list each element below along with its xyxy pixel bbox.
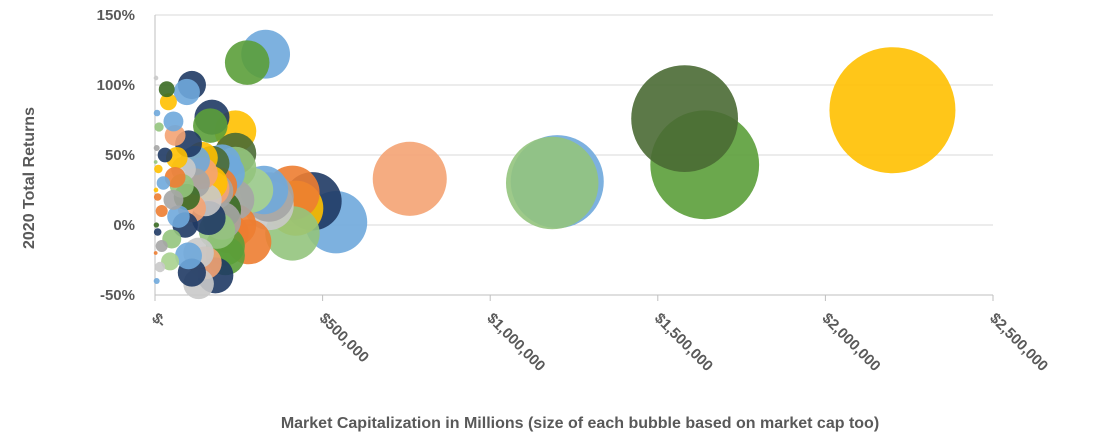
bubble [153,160,158,164]
bubble [156,176,171,190]
bubble [175,242,202,270]
bubble [153,187,159,193]
x-tick-label: $- [148,310,169,331]
bubble [193,108,228,143]
y-tick-label: -50% [100,287,135,304]
y-axis-tick-labels: -50% 0% 50% 100% 150% [97,7,135,304]
x-tick-label: $500,000 [316,310,372,366]
bubble [155,204,168,218]
bubble [631,65,739,172]
x-tick-label: $2,000,000 [819,310,884,375]
bubble [173,78,200,106]
y-tick-label: 0% [113,217,135,234]
bubble [153,251,158,255]
bubble [505,136,599,230]
x-axis-tick-labels: $- $500,000 $1,000,000 $1,500,000 $2,000,000… [148,310,1051,375]
bubble [224,40,270,85]
bubble [158,81,175,98]
bubble [157,147,173,163]
bubble [161,252,180,271]
bubble [153,109,161,117]
x-tick-label: $1,500,000 [651,310,716,375]
bubble [153,277,160,285]
bubble [163,111,184,132]
y-axis-title: 2020 Total Returns [21,107,38,249]
bubble [153,222,160,228]
y-tick-label: 100% [97,77,135,94]
bubble [154,164,163,174]
bubble [372,141,447,216]
bubble [153,193,162,201]
y-tick-label: 150% [97,7,135,24]
y-tick-label: 50% [105,147,135,164]
bubble [829,47,956,174]
bubble-series [153,29,956,300]
x-tick-label: $1,000,000 [483,310,548,375]
bubble [154,122,164,132]
bubble [167,205,190,228]
x-axis-title: Market Capitalization in Millions (size … [281,415,879,432]
bubble [159,93,177,111]
bubble [153,144,160,152]
x-tick-label: $2,500,000 [986,310,1051,375]
bubble [163,189,184,210]
bubble [153,75,159,81]
axes [154,15,994,301]
bubble [155,239,168,253]
bubble [153,228,162,236]
bubble [154,261,166,273]
